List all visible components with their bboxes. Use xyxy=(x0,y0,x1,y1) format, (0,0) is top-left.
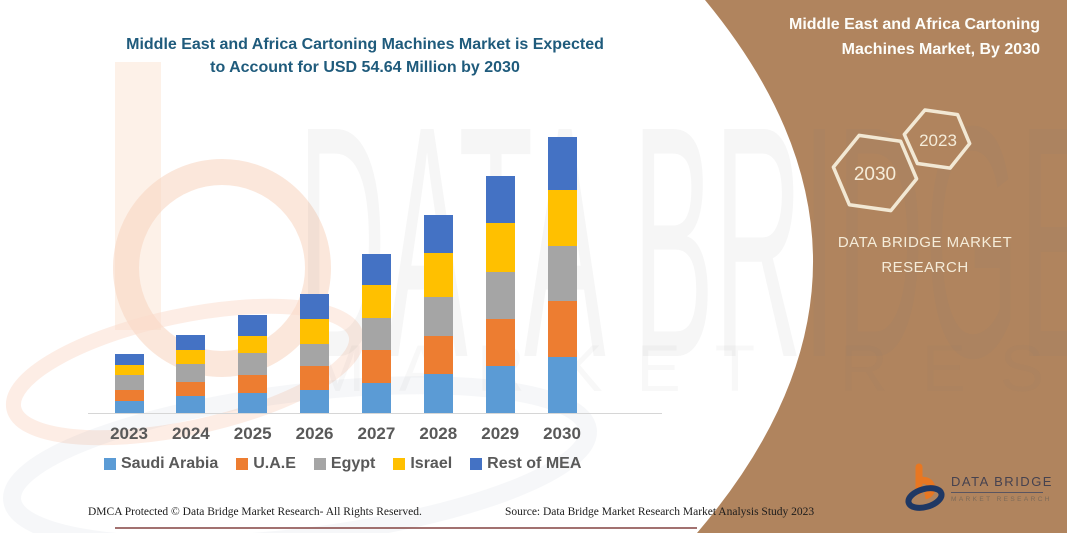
bar-segment-egypt xyxy=(361,317,391,350)
legend-label: Saudi Arabia xyxy=(121,455,219,472)
bar-segment-saudi-arabia xyxy=(361,383,391,414)
bar-segment-saudi-arabia xyxy=(547,357,577,414)
bar-segment-israel xyxy=(547,190,577,246)
x-axis-label: 2029 xyxy=(481,424,520,443)
bar-segment-u-a-e xyxy=(361,349,391,384)
side-panel-brand-line2: RESEARCH xyxy=(881,259,969,276)
bar-segment-egypt xyxy=(238,353,268,375)
bar-segment-saudi-arabia xyxy=(485,365,515,414)
source-note: Source: Data Bridge Market Research Mark… xyxy=(505,506,815,518)
bar-segment-rest-of-mea xyxy=(114,354,144,366)
x-axis-label: 2027 xyxy=(357,424,396,443)
bar-segment-u-a-e xyxy=(114,389,144,401)
legend-swatch xyxy=(313,458,326,470)
x-axis-line xyxy=(88,413,662,414)
bar-segment-israel xyxy=(485,223,515,272)
x-axis-label: 2024 xyxy=(171,424,210,443)
legend-swatch xyxy=(236,458,249,470)
bar-segment-u-a-e xyxy=(300,366,330,390)
side-panel-title-line1: Middle East and Africa Cartoning xyxy=(789,16,1040,33)
legend-item: Rest of MEA xyxy=(470,455,581,473)
bar-segment-saudi-arabia xyxy=(114,400,144,414)
footer-rule xyxy=(115,527,697,529)
bar-segment-rest-of-mea xyxy=(423,214,453,254)
side-panel-brand: DATA BRIDGE MARKET RESEARCH xyxy=(810,230,1040,280)
bar-segment-u-a-e xyxy=(176,381,206,397)
bar-segment-egypt xyxy=(485,271,515,320)
bar-segment-rest-of-mea xyxy=(300,293,330,319)
bar-segment-israel xyxy=(300,318,330,344)
chart-title: Middle East and Africa Cartoning Machine… xyxy=(60,33,670,79)
corner-logo-rule xyxy=(951,492,1043,493)
bar-segment-rest-of-mea xyxy=(547,136,577,191)
watermark-swoosh-gray xyxy=(3,376,597,533)
bar-segment-saudi-arabia xyxy=(238,393,268,414)
databridge-corner-logo: DATA BRIDGE MARKET RESEARCH xyxy=(903,461,1053,513)
bar-segment-egypt xyxy=(300,343,330,367)
bar-segment-israel xyxy=(361,285,391,318)
bar-segment-saudi-arabia xyxy=(300,389,330,414)
side-panel-title-line2: Machines Market, By 2030 xyxy=(841,41,1040,58)
x-axis-label: 2025 xyxy=(233,424,272,443)
corner-logo-text: DATA BRIDGE xyxy=(951,474,1053,489)
legend-item: Saudi Arabia xyxy=(104,455,218,473)
bar-segment-rest-of-mea xyxy=(485,176,515,224)
bar-segment-saudi-arabia xyxy=(423,374,453,414)
chart-legend: Saudi Arabia U.A.E Egypt Israel Rest of MEA xyxy=(104,455,581,473)
legend-swatch xyxy=(104,458,116,470)
bar-segment-egypt xyxy=(423,297,453,336)
side-panel-brand-line1: DATA BRIDGE MARKET xyxy=(837,234,1013,251)
corner-logo-subtext: MARKET RESEARCH xyxy=(951,496,1052,503)
bar-segment-u-a-e xyxy=(238,374,268,394)
legend-item: Egypt xyxy=(313,455,376,473)
legend-swatch xyxy=(393,458,406,470)
x-axis-label: 2028 xyxy=(419,424,458,443)
chart-title-line2: to Account for USD 54.64 Million by 2030 xyxy=(210,59,520,76)
bar-segment-u-a-e xyxy=(547,301,577,358)
legend-label: Egypt xyxy=(330,455,376,472)
bar-segment-israel xyxy=(423,253,453,298)
x-axis-label: 2026 xyxy=(295,424,334,443)
bar-segment-egypt xyxy=(176,364,206,382)
bar-segment-saudi-arabia xyxy=(176,396,206,414)
legend-swatch xyxy=(470,458,483,470)
x-axis-label: 2030 xyxy=(543,424,581,443)
bar-segment-egypt xyxy=(547,245,577,302)
side-panel-title: Middle East and Africa Cartoning Machine… xyxy=(720,12,1040,62)
bar-segment-israel xyxy=(176,350,206,365)
bar-segment-israel xyxy=(114,365,144,376)
watermark-swoosh xyxy=(5,298,365,446)
legend-label: Israel xyxy=(410,455,453,472)
legend-item: U.A.E xyxy=(236,455,296,473)
databridge-watermark-logo xyxy=(3,62,597,533)
bar-segment-u-a-e xyxy=(423,335,453,375)
x-axis-label: 2023 xyxy=(110,424,148,443)
legend-label: Rest of MEA xyxy=(487,455,582,472)
databridge-logo-icon xyxy=(905,463,945,511)
bar-segment-rest-of-mea xyxy=(238,314,268,337)
legend-label: U.A.E xyxy=(253,455,296,472)
watermark-b-bowl xyxy=(113,159,331,377)
bar-segment-rest-of-mea xyxy=(176,334,206,351)
legend-item: Israel xyxy=(393,455,452,473)
dmca-notice: DMCA Protected © Data Bridge Market Rese… xyxy=(88,506,422,518)
chart-title-line1: Middle East and Africa Cartoning Machine… xyxy=(126,36,604,53)
bar-segment-rest-of-mea xyxy=(361,254,391,286)
bar-segment-israel xyxy=(238,336,268,354)
bar-segment-u-a-e xyxy=(485,319,515,366)
bar-segment-egypt xyxy=(114,375,144,390)
